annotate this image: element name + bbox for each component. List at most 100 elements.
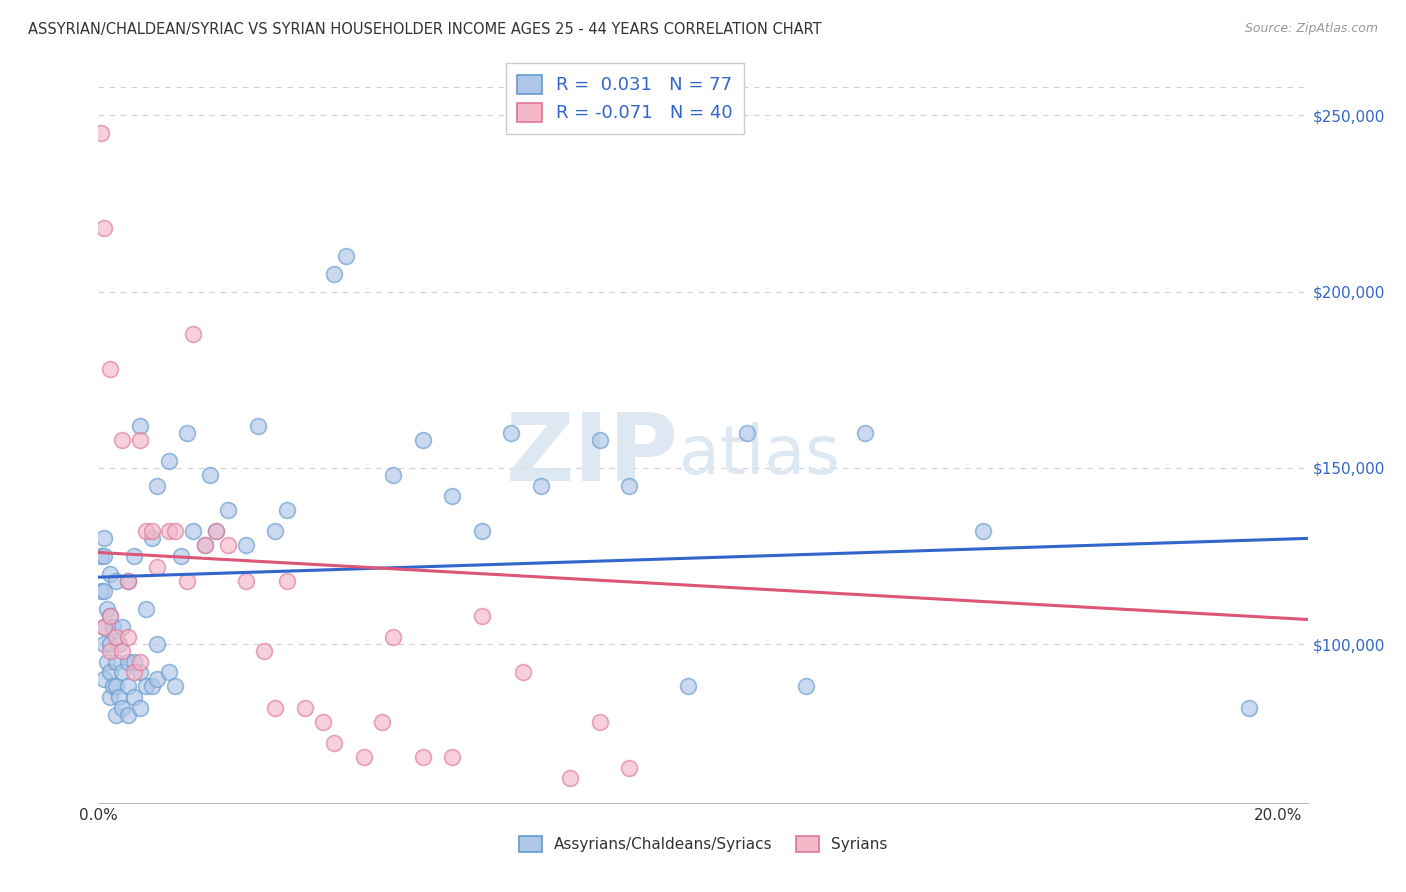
Point <box>98 566 121 581</box>
Point <box>98 690 121 704</box>
Point <box>117 574 139 588</box>
Point <box>117 630 139 644</box>
Point <box>128 655 150 669</box>
Point <box>98 665 121 680</box>
Point <box>735 425 758 440</box>
Point <box>294 700 316 714</box>
Point <box>90 549 112 563</box>
Point <box>370 714 392 729</box>
Point <box>98 609 121 624</box>
Point <box>276 574 298 588</box>
Point <box>105 574 128 588</box>
Point <box>117 574 139 588</box>
Point <box>96 602 118 616</box>
Point <box>98 609 121 624</box>
Text: ZIP: ZIP <box>506 409 679 500</box>
Point <box>108 690 131 704</box>
Point <box>512 665 534 680</box>
Point <box>111 665 134 680</box>
Point <box>471 609 494 624</box>
Text: ASSYRIAN/CHALDEAN/SYRIAC VS SYRIAN HOUSEHOLDER INCOME AGES 25 - 44 YEARS CORRELA: ASSYRIAN/CHALDEAN/SYRIAC VS SYRIAN HOUSE… <box>28 22 821 37</box>
Point <box>105 630 128 644</box>
Point <box>117 680 139 694</box>
Point <box>105 707 128 722</box>
Point <box>176 574 198 588</box>
Point <box>165 680 187 694</box>
Point <box>141 680 163 694</box>
Point <box>194 538 217 552</box>
Point <box>382 630 405 644</box>
Point <box>157 665 180 680</box>
Point <box>128 700 150 714</box>
Point <box>93 673 115 687</box>
Point <box>678 680 700 694</box>
Point <box>135 524 157 539</box>
Point <box>157 454 180 468</box>
Point <box>111 619 134 633</box>
Point <box>235 538 257 552</box>
Point <box>170 549 193 563</box>
Point <box>217 503 239 517</box>
Point <box>146 559 169 574</box>
Point <box>972 524 994 539</box>
Point <box>276 503 298 517</box>
Point <box>128 665 150 680</box>
Point <box>101 680 124 694</box>
Point <box>205 524 228 539</box>
Point <box>90 584 112 599</box>
Point <box>111 700 134 714</box>
Point <box>181 326 204 341</box>
Point <box>1237 700 1260 714</box>
Text: atlas: atlas <box>679 422 839 488</box>
Point <box>105 655 128 669</box>
Point <box>252 644 274 658</box>
Legend: Assyrians/Chaldeans/Syriacs, Syrians: Assyrians/Chaldeans/Syriacs, Syrians <box>513 830 893 858</box>
Point <box>117 707 139 722</box>
Point <box>111 433 134 447</box>
Point <box>141 524 163 539</box>
Point <box>200 467 222 482</box>
Point <box>105 680 128 694</box>
Point <box>412 433 434 447</box>
Point <box>98 637 121 651</box>
Point <box>589 714 612 729</box>
Point <box>98 362 121 376</box>
Point <box>264 700 287 714</box>
Point <box>853 425 876 440</box>
Point <box>93 532 115 546</box>
Point <box>530 478 553 492</box>
Point <box>141 532 163 546</box>
Point <box>98 644 121 658</box>
Text: Source: ZipAtlas.com: Source: ZipAtlas.com <box>1244 22 1378 36</box>
Point <box>146 673 169 687</box>
Point <box>264 524 287 539</box>
Point <box>101 619 124 633</box>
Point <box>135 602 157 616</box>
Point <box>93 549 115 563</box>
Point <box>323 267 346 281</box>
Point <box>146 637 169 651</box>
Point <box>441 750 464 764</box>
Point <box>108 637 131 651</box>
Point <box>441 489 464 503</box>
Point <box>217 538 239 552</box>
Point <box>146 478 169 492</box>
Point <box>560 771 582 785</box>
Point <box>412 750 434 764</box>
Point <box>353 750 375 764</box>
Point <box>619 760 641 774</box>
Point <box>90 126 112 140</box>
Point <box>93 584 115 599</box>
Point <box>93 619 115 633</box>
Point <box>93 619 115 633</box>
Point <box>311 714 333 729</box>
Point <box>181 524 204 539</box>
Point <box>122 655 145 669</box>
Point <box>157 524 180 539</box>
Point <box>471 524 494 539</box>
Point <box>117 655 139 669</box>
Point <box>122 665 145 680</box>
Point <box>205 524 228 539</box>
Point <box>335 249 357 263</box>
Y-axis label: Householder Income Ages 25 - 44 years: Householder Income Ages 25 - 44 years <box>0 279 7 586</box>
